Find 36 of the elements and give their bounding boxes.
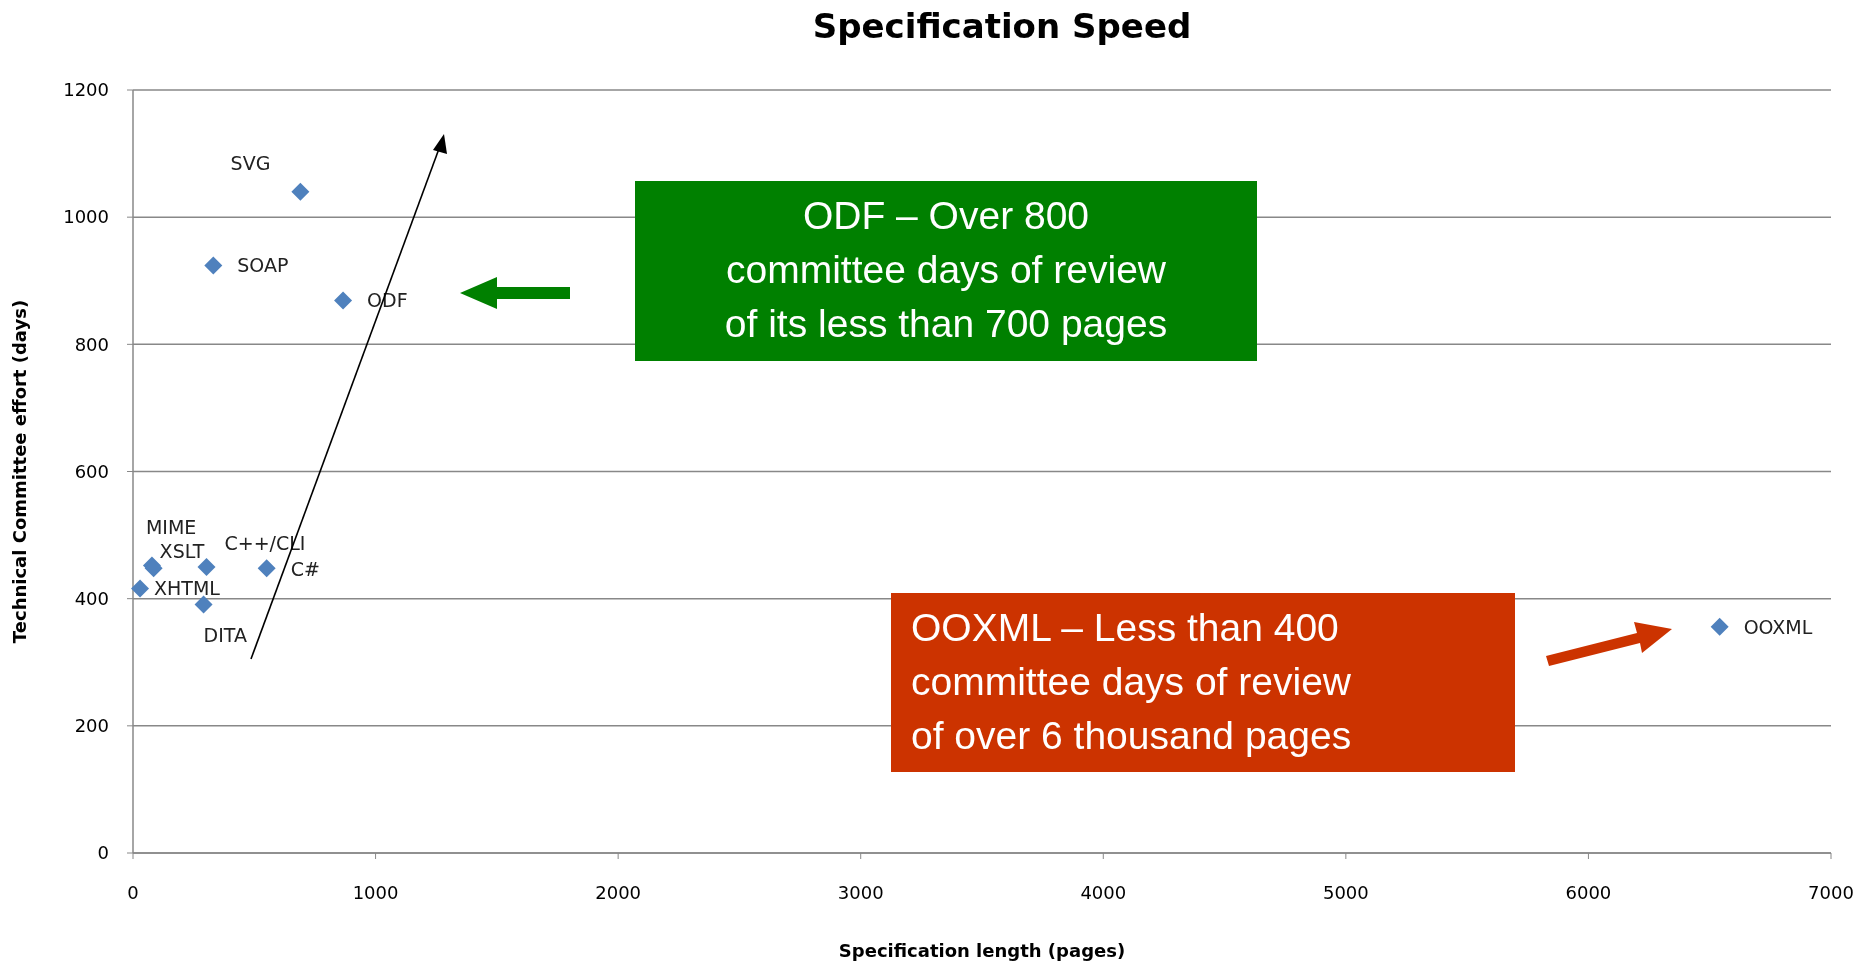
annotation: XHTML bbox=[154, 577, 221, 600]
point bbox=[204, 256, 223, 275]
y-tick-label: 400 bbox=[74, 587, 109, 609]
y-tick-label: 0 bbox=[97, 842, 109, 864]
point bbox=[291, 182, 310, 201]
x-tick-label: 0 bbox=[127, 882, 139, 903]
x-tick-label: 5000 bbox=[1322, 882, 1369, 903]
x-tick-label: 2000 bbox=[595, 882, 642, 903]
x-tick-label: 3000 bbox=[837, 882, 884, 903]
annotation: DITA bbox=[203, 624, 247, 647]
point bbox=[194, 595, 213, 614]
point bbox=[197, 557, 216, 576]
y-axis-title: Technical Committee effort (days) bbox=[9, 299, 30, 644]
point bbox=[257, 559, 276, 578]
y-tick-label: 800 bbox=[74, 333, 109, 355]
annotation: C# bbox=[290, 558, 320, 581]
x-tick-label: 4000 bbox=[1080, 882, 1127, 903]
y-tick-label: 1200 bbox=[63, 79, 109, 101]
y-tick-label: 600 bbox=[74, 460, 109, 482]
point bbox=[131, 579, 150, 598]
x-axis-title: Specification length (pages) bbox=[838, 940, 1126, 961]
annotation: MIME bbox=[145, 515, 197, 538]
y-tick-label: 1000 bbox=[63, 206, 109, 228]
annotation: SVG bbox=[230, 151, 271, 174]
point bbox=[334, 291, 353, 310]
x-tick-label: 7000 bbox=[1808, 882, 1854, 903]
annotation: OOXML – Less than 400 committee days of review of over 6 thousand pages bbox=[911, 606, 1352, 757]
chart-title: Specification Speed bbox=[812, 6, 1192, 46]
annotation: XSLT bbox=[159, 540, 205, 563]
annotation: OOXML bbox=[1743, 615, 1813, 638]
annotation: SOAP bbox=[237, 254, 289, 277]
x-tick-label: 1000 bbox=[352, 882, 399, 903]
point bbox=[1710, 617, 1729, 636]
x-tick-label: 6000 bbox=[1565, 882, 1612, 903]
annotation: ODF – Over 800 committee days of review of its less than 700 pages bbox=[724, 194, 1168, 345]
y-tick-label: 200 bbox=[74, 715, 109, 737]
